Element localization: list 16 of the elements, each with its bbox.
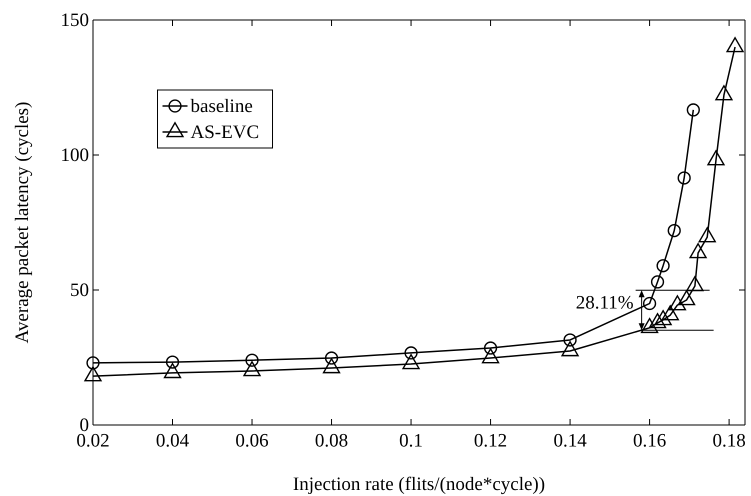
x-tick-label: 0.16	[632, 430, 666, 452]
y-tick-label: 100	[60, 145, 89, 166]
y-axis-title: Average packet latency (cycles)	[12, 102, 33, 344]
x-tick-label: 0.06	[235, 430, 269, 452]
legend-label: baseline	[190, 96, 253, 117]
x-tick-label: 0.18	[712, 430, 746, 452]
x-tick-label: 0.1	[399, 430, 423, 452]
y-tick-label: 50	[70, 280, 89, 302]
legend-label: AS-EVC	[190, 122, 260, 143]
x-tick-label: 0.12	[474, 430, 508, 452]
annotation: 28.11%	[576, 292, 634, 314]
x-tick-label: 0.08	[314, 430, 348, 452]
x-tick-label: 0.04	[156, 430, 190, 452]
y-tick-label: 150	[60, 10, 89, 32]
x-axis-title: Injection rate (flits/(node*cycle))	[292, 474, 546, 495]
x-tick-label: 0.14	[553, 430, 588, 452]
